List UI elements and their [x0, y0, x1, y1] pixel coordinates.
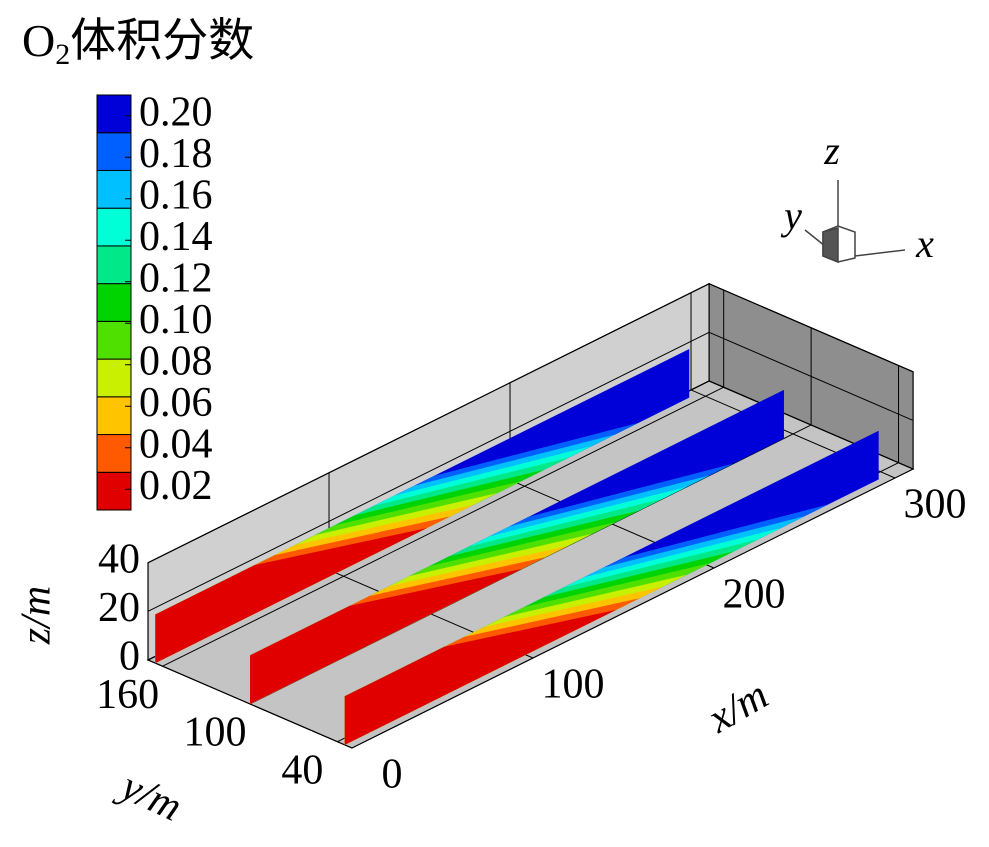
x-tick-label: 200 [723, 572, 786, 618]
colorbar-label: 0.08 [139, 338, 213, 384]
colorbar-band [96, 320, 132, 360]
colorbar-label: 0.12 [139, 255, 213, 301]
y-axis-title: y/m [111, 762, 189, 831]
colorbar-band [96, 94, 132, 134]
colorbar-label: 0.02 [139, 463, 213, 509]
title-sub: 2 [55, 38, 70, 71]
colorbar-label: 0.20 [139, 89, 213, 135]
triad [804, 180, 906, 264]
z-tick-label: 40 [98, 536, 140, 582]
colorbar-band [96, 471, 132, 511]
triad-x-label: x [915, 221, 934, 266]
triad-y-label: y [780, 193, 802, 238]
grid-line [708, 380, 914, 470]
colorbar-label: 0.10 [139, 297, 213, 343]
x-tick-label: 100 [542, 662, 605, 708]
colorbar-label: 0.06 [139, 380, 213, 426]
x-tick-label: 0 [382, 752, 403, 798]
grid-line [249, 424, 812, 705]
x-axis-title: x/m [700, 672, 776, 743]
colorbar-band [96, 358, 132, 398]
colorbar-band [96, 132, 132, 171]
colorbar-band [96, 207, 132, 247]
y-tick-label: 160 [96, 672, 159, 718]
triad-z-label: z [823, 128, 840, 173]
colorbar-label: 0.14 [139, 214, 213, 260]
colorbar-label: 0.04 [139, 421, 213, 467]
x-tick-label: 300 [904, 482, 967, 528]
grid-line [147, 331, 710, 612]
grid-line [708, 283, 914, 373]
contour-band [250, 568, 522, 704]
colorbar-band [96, 169, 132, 209]
title: O2体积分数 [22, 15, 254, 71]
colorbar-band [96, 434, 132, 473]
triad-cube-side [822, 227, 839, 264]
z-tick-label: 20 [98, 585, 140, 631]
grid-line [162, 386, 724, 667]
title-rest: 体积分数 [70, 15, 254, 66]
colorbar-label: 0.18 [139, 131, 213, 177]
grid-line [147, 283, 710, 564]
z-tick-label: 0 [119, 634, 140, 680]
z-axis-title: z/m [14, 586, 60, 645]
colorbar-band [96, 396, 132, 436]
title-main: O [22, 15, 55, 66]
colorbar-label: 0.16 [139, 172, 213, 218]
y-tick-label: 100 [184, 710, 247, 756]
y-tick-label: 40 [281, 747, 323, 793]
colorbar-band [96, 245, 132, 285]
grid-line [708, 331, 914, 421]
colorbar-band [96, 283, 132, 322]
